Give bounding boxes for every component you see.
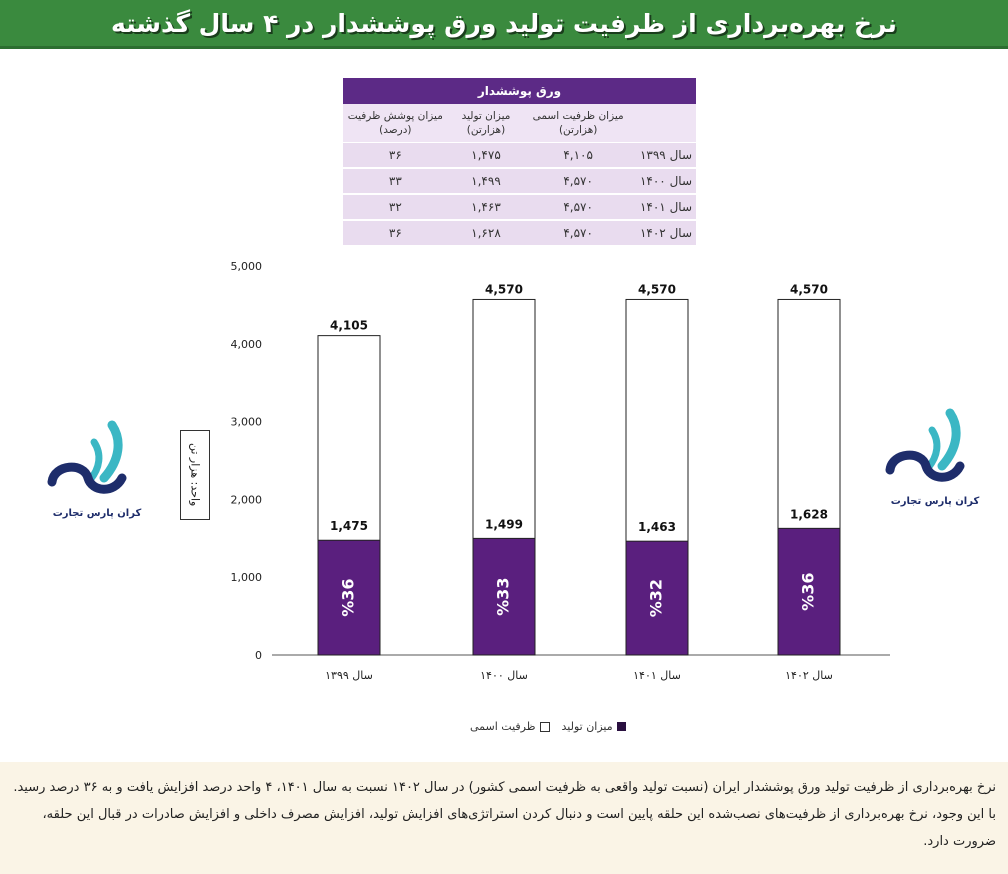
table-title: ورق پوششدار	[343, 78, 696, 104]
table-cell: ۴,۱۰۵	[524, 142, 632, 169]
data-label-capacity: 4,105	[330, 319, 368, 333]
table-cell: ۳۶	[343, 142, 448, 169]
y-tick-label: 0	[255, 649, 262, 662]
table-cell: ۴,۵۷۰	[524, 220, 632, 247]
capacity-table: ورق پوششدار میزان ظرفیت اسمی (هزارتن) می…	[343, 78, 696, 247]
logo-text: کران پارس تجارت	[890, 496, 980, 507]
percent-label: %36	[339, 578, 358, 616]
x-tick-label: سال ۱۴۰۲	[785, 669, 833, 682]
brand-logo-right: کران پارس تجارت	[880, 408, 990, 518]
logo-text: کران پارس تجارت	[52, 508, 142, 519]
bar-production	[472, 537, 536, 656]
x-tick-label: سال ۱۴۰۰	[480, 669, 528, 682]
table-header-cell	[632, 104, 696, 143]
y-tick-label: 1,000	[231, 571, 263, 584]
percent-label: %33	[494, 578, 513, 616]
table-cell: ۴,۵۷۰	[524, 194, 632, 221]
table-row: سال ۱۴۰۱ ۴,۵۷۰ ۱,۴۶۳ ۳۲	[343, 194, 696, 221]
logo-mark-icon	[885, 408, 965, 482]
table-row: سال ۱۴۰۲ ۴,۵۷۰ ۱,۶۲۸ ۳۶	[343, 220, 696, 247]
table-cell: ۱,۴۶۳	[447, 194, 525, 221]
table-cell: ۳۲	[343, 194, 448, 221]
data-label-capacity: 4,570	[790, 282, 828, 296]
bar-chart: 0 1,000 2,000 3,000 4,000 5,000 4,105 1,475 %36 س…	[231, 260, 890, 682]
y-tick-label: 3,000	[231, 416, 263, 429]
table-header-cell: میزان ظرفیت اسمی (هزارتن)	[524, 104, 632, 143]
legend-label: میزان تولید	[561, 720, 613, 733]
table-header-row: میزان ظرفیت اسمی (هزارتن) میزان تولید (ه…	[343, 104, 696, 143]
table-header-cell: میزان تولید (هزارتن)	[447, 104, 525, 143]
footer-panel: نرخ بهره‌برداری از ظرفیت تولید ورق پوششد…	[0, 762, 1008, 874]
y-tick-label: 4,000	[231, 338, 263, 351]
table-cell: ۱,۴۷۵	[447, 142, 525, 169]
bar-production	[777, 527, 841, 656]
data-label-capacity: 4,570	[638, 282, 676, 296]
data-label-capacity: 4,570	[485, 282, 523, 296]
percent-label: %36	[799, 573, 818, 611]
chart-legend: میزان تولید ظرفیت اسمی	[470, 720, 626, 733]
table-cell: ۳۳	[343, 168, 448, 195]
page-header: نرخ بهره‌برداری از ظرفیت تولید ورق پوششد…	[0, 0, 1008, 49]
y-axis-label: واحد: هزار تن	[188, 443, 202, 507]
table-cell: سال ۱۴۰۱	[632, 194, 696, 221]
brand-logo-left: کران پارس تجارت	[42, 420, 152, 530]
table-cell: سال ۱۴۰۰	[632, 168, 696, 195]
table-cell: ۳۶	[343, 220, 448, 247]
table-row: سال ۱۳۹۹ ۴,۱۰۵ ۱,۴۷۵ ۳۶	[343, 142, 696, 169]
table-title-row: ورق پوششدار	[343, 78, 696, 104]
data-label-production: 1,463	[638, 520, 676, 534]
x-tick-label: سال ۱۴۰۱	[633, 669, 681, 682]
bar-production	[625, 540, 689, 656]
percent-label: %32	[647, 579, 666, 617]
logo-mark-icon	[47, 420, 127, 494]
data-label-production: 1,628	[790, 507, 828, 521]
data-label-production: 1,499	[485, 517, 523, 531]
legend-swatch-capacity	[539, 721, 550, 732]
data-label-production: 1,475	[330, 519, 368, 533]
page-title: نرخ بهره‌برداری از ظرفیت تولید ورق پوششد…	[111, 8, 897, 38]
footer-text: نرخ بهره‌برداری از ظرفیت تولید ورق پوششد…	[13, 780, 996, 849]
table-header-cell: میزان پوشش ظرفیت (درصد)	[343, 104, 448, 143]
table-cell: ۱,۴۹۹	[447, 168, 525, 195]
table-row: سال ۱۴۰۰ ۴,۵۷۰ ۱,۴۹۹ ۳۳	[343, 168, 696, 195]
y-tick-label: 5,000	[231, 260, 263, 273]
legend-item-production: میزان تولید	[562, 720, 626, 733]
legend-label: ظرفیت اسمی	[470, 720, 536, 733]
y-tick-label: 2,000	[231, 493, 263, 506]
bar-production	[317, 539, 381, 656]
table-cell: ۴,۵۷۰	[524, 168, 632, 195]
legend-item-capacity: ظرفیت اسمی	[470, 720, 550, 733]
table-cell: سال ۱۳۹۹	[632, 142, 696, 169]
legend-swatch-production	[616, 722, 626, 731]
table-cell: سال ۱۴۰۲	[632, 220, 696, 247]
table-cell: ۱,۶۲۸	[447, 220, 525, 247]
x-tick-label: سال ۱۳۹۹	[325, 669, 373, 682]
y-axis-unit-box: واحد: هزار تن	[180, 430, 210, 520]
